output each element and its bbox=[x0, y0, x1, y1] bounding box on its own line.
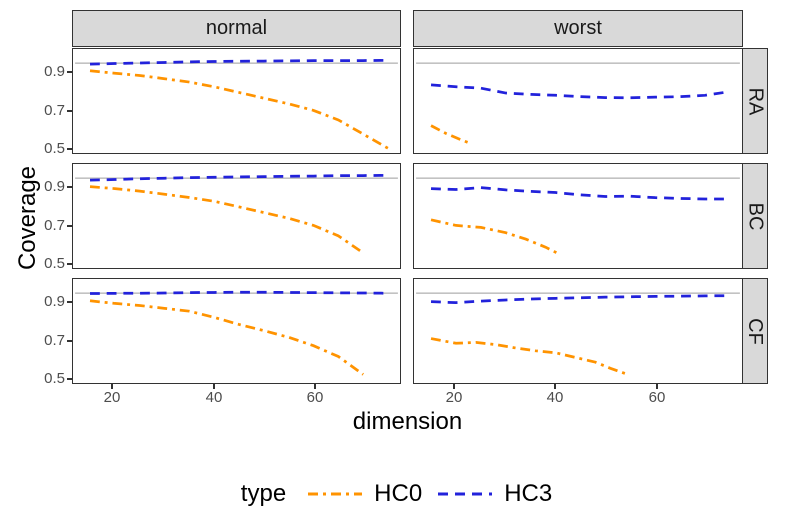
panel-normal-BC bbox=[72, 163, 401, 269]
facet-row-label: RA bbox=[744, 87, 767, 115]
x-tick-label: 20 bbox=[103, 389, 121, 406]
line-hc3 bbox=[430, 294, 730, 305]
x-tick-label: 60 bbox=[306, 389, 324, 406]
legend-item-label: HC0 bbox=[374, 480, 423, 507]
facet-row-strip-ra: RA bbox=[741, 48, 768, 154]
panel-worst-CF bbox=[413, 278, 743, 384]
facet-row-strip-bc: BC bbox=[741, 163, 768, 269]
x-axis-tick bbox=[314, 384, 316, 389]
line-hc0 bbox=[89, 185, 364, 255]
x-axis-tick bbox=[213, 384, 215, 389]
line-hc0 bbox=[430, 337, 626, 375]
x-axis-title: dimension bbox=[352, 408, 463, 435]
y-axis-tick bbox=[67, 378, 72, 380]
facet-row-strip-cf: CF bbox=[741, 278, 768, 384]
panel-normal-CF bbox=[72, 278, 401, 384]
line-hc0 bbox=[430, 218, 562, 256]
hc3-dashed-line-icon bbox=[438, 492, 493, 496]
facet-row-label: CF bbox=[744, 317, 767, 345]
line-hc0 bbox=[89, 69, 389, 150]
legend-item-label: HC3 bbox=[504, 480, 553, 507]
facet-col-strip-worst: worst bbox=[413, 10, 743, 47]
x-tick-label: 20 bbox=[445, 389, 463, 406]
line-hc0 bbox=[430, 124, 472, 145]
y-axis-tick bbox=[67, 301, 72, 303]
y-tick-label: 0.9 bbox=[44, 293, 65, 310]
legend-item-hc3: HC3 bbox=[436, 480, 552, 508]
line-hc3 bbox=[430, 186, 730, 201]
x-axis-tick bbox=[656, 384, 658, 389]
legend-item-hc0: HC0 bbox=[306, 480, 422, 508]
panel-worst-BC bbox=[413, 163, 743, 269]
facet-row-label: BC bbox=[744, 202, 767, 230]
line-hc3 bbox=[430, 83, 731, 100]
x-axis-tick bbox=[453, 384, 455, 389]
y-tick-label: 0.5 bbox=[44, 370, 65, 387]
y-axis-tick bbox=[67, 71, 72, 73]
x-tick-label: 60 bbox=[648, 389, 666, 406]
y-tick-label: 0.5 bbox=[44, 255, 65, 272]
y-tick-label: 0.9 bbox=[44, 178, 65, 195]
x-tick-label: 40 bbox=[546, 389, 564, 406]
y-tick-label: 0.9 bbox=[44, 63, 65, 80]
y-axis-tick bbox=[67, 110, 72, 112]
x-axis-tick bbox=[554, 384, 556, 389]
legend-title: type bbox=[240, 480, 287, 507]
facet-col-label: worst bbox=[554, 17, 602, 39]
y-tick-label: 0.7 bbox=[44, 332, 65, 349]
legend: type HC0 HC3 bbox=[0, 477, 793, 511]
y-axis-tick bbox=[67, 225, 72, 227]
y-axis-tick bbox=[67, 148, 72, 150]
line-hc0 bbox=[89, 299, 364, 376]
y-axis-tick bbox=[67, 186, 72, 188]
y-tick-label: 0.5 bbox=[44, 140, 65, 157]
x-axis-tick bbox=[111, 384, 113, 389]
panel-worst-RA bbox=[413, 48, 743, 154]
y-axis-tick bbox=[67, 263, 72, 265]
x-tick-label: 40 bbox=[205, 389, 223, 406]
facet-col-label: normal bbox=[205, 17, 268, 39]
panel-normal-RA bbox=[72, 48, 401, 154]
hc0-dashdot-line-icon bbox=[308, 492, 363, 496]
y-tick-label: 0.7 bbox=[44, 102, 65, 119]
facet-col-strip-normal: normal bbox=[72, 10, 401, 47]
y-axis-tick bbox=[67, 340, 72, 342]
y-tick-label: 0.7 bbox=[44, 217, 65, 234]
